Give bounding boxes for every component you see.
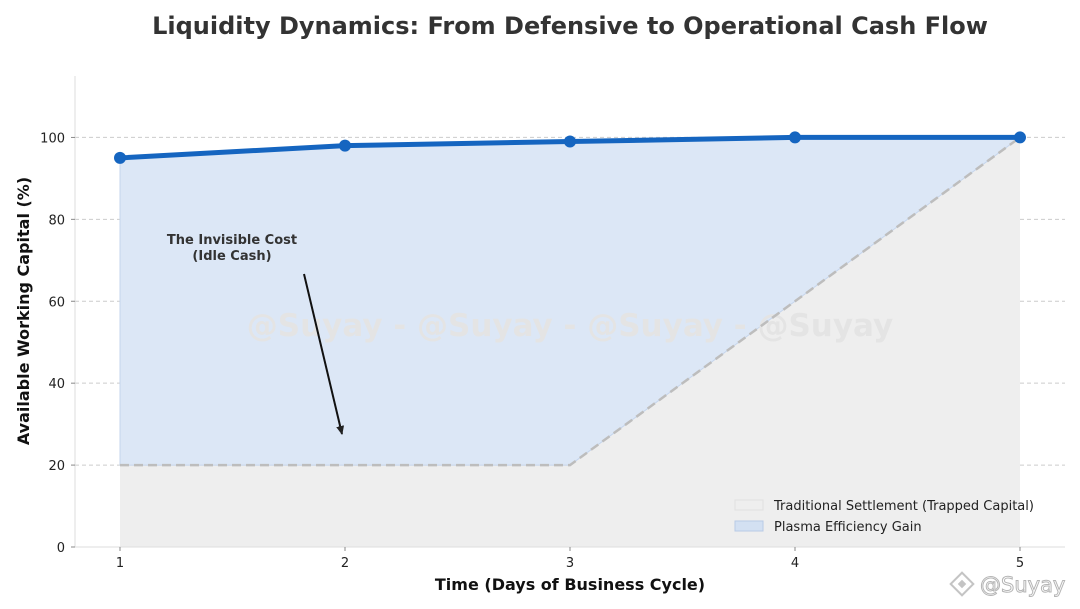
x-tick-label: 4	[791, 556, 799, 571]
diamond-logo-icon	[949, 571, 975, 597]
x-ticks: 1 2 3 4 5	[116, 547, 1024, 571]
area-traditional-settlement	[120, 137, 1020, 547]
x-tick-label: 1	[116, 556, 124, 571]
plasma-point	[1014, 131, 1026, 144]
legend-label-plasma: Plasma Efficiency Gain	[774, 520, 922, 535]
x-tick-label: 2	[341, 556, 349, 571]
corner-watermark: @Suyay	[949, 571, 1066, 598]
annotation: The Invisible Cost (Idle Cash)	[167, 233, 345, 435]
annotation-line-1: The Invisible Cost	[167, 233, 297, 248]
y-tick-label: 0	[57, 541, 65, 556]
legend-swatch-plasma	[734, 520, 764, 532]
y-tick-label: 20	[48, 459, 65, 474]
legend-swatch-traditional	[734, 499, 764, 511]
corner-watermark-text: @Suyay	[980, 573, 1065, 597]
annotation-line-2: (Idle Cash)	[192, 249, 271, 264]
plasma-point	[564, 135, 576, 148]
y-tick-label: 80	[48, 213, 65, 228]
y-axis-label: Available Working Capital (%)	[14, 177, 33, 445]
y-tick-label: 60	[48, 295, 65, 310]
x-tick-label: 5	[1016, 556, 1024, 571]
y-tick-label: 40	[48, 377, 65, 392]
data-points	[114, 131, 1026, 164]
x-axis-label: Time (Days of Business Cycle)	[435, 575, 705, 594]
annotation-arrow	[303, 273, 345, 435]
x-tick-label: 3	[566, 556, 574, 571]
legend-label-traditional: Traditional Settlement (Trapped Capital)	[773, 499, 1034, 514]
plasma-point	[339, 139, 351, 152]
plasma-point	[114, 151, 126, 164]
chart-title: Liquidity Dynamics: From Defensive to Op…	[152, 12, 988, 40]
legend: Traditional Settlement (Trapped Capital)…	[734, 499, 1034, 535]
y-ticks: 0 20 40 60 80 100	[40, 131, 75, 556]
line-traditional-settlement	[120, 136, 1021, 467]
watermark: @Suyay - @Suyay - @Suyay - @Suyay	[247, 308, 893, 344]
y-tick-label: 100	[40, 131, 65, 146]
plasma-point	[789, 131, 801, 144]
